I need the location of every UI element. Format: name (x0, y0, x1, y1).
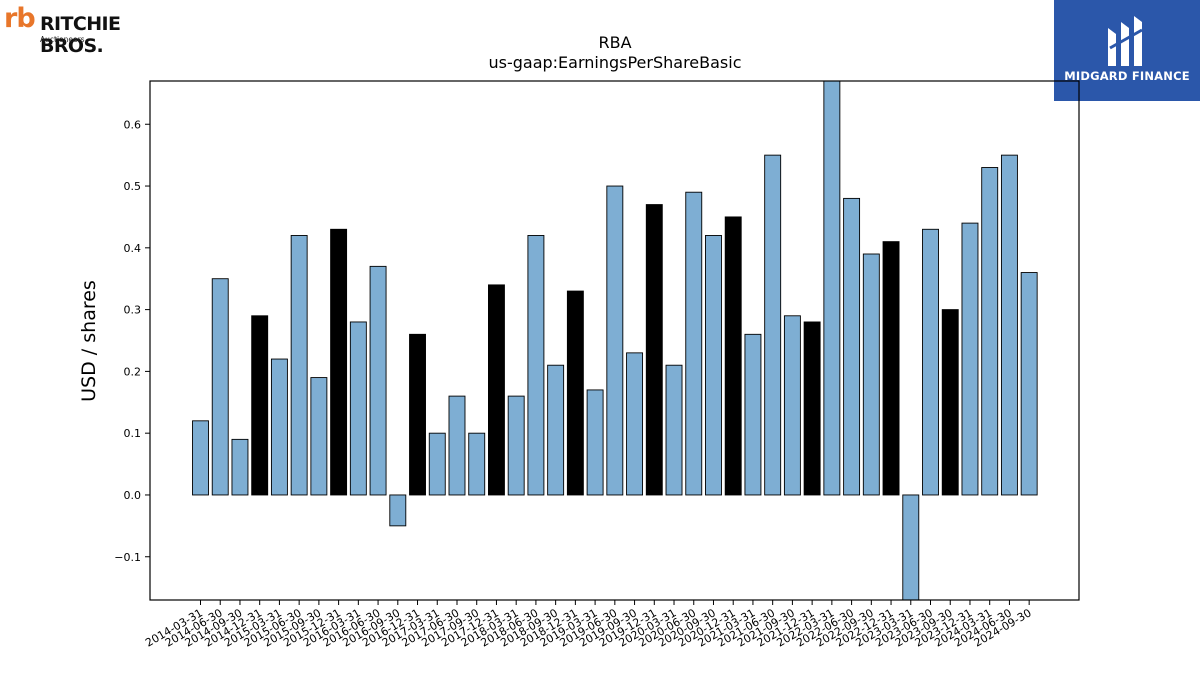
midgard-logo-name: MIDGARD FINANCE (1064, 69, 1190, 83)
bar (566, 290, 584, 496)
bar (823, 81, 841, 496)
bar (369, 265, 387, 496)
bar (922, 228, 939, 496)
midgard-logo-mark-icon (1108, 16, 1143, 66)
bar (192, 420, 209, 496)
ritchie-bros-logo-sub: Auctioneers (40, 35, 85, 44)
chart-title: RBA (598, 33, 631, 52)
bar (724, 216, 742, 496)
y-tick-label: 0.1 (124, 427, 142, 440)
bar (882, 241, 900, 496)
bar (290, 235, 308, 496)
bar (251, 315, 269, 496)
bar (744, 333, 762, 496)
bar (685, 191, 703, 496)
plot-frame (149, 80, 1080, 601)
y-tick-label: 0.4 (124, 242, 142, 255)
bar (468, 432, 486, 496)
bar (409, 333, 426, 496)
bar (586, 389, 604, 496)
bar (349, 321, 367, 496)
y-tick-label: −0.1 (114, 551, 141, 564)
bar (231, 438, 249, 496)
bar (389, 494, 407, 527)
bar (488, 284, 505, 496)
bar (862, 253, 880, 496)
bar (428, 432, 446, 496)
y-tick-label: 0.5 (124, 180, 142, 193)
y-tick-label: 0.6 (124, 118, 142, 131)
bar (902, 494, 920, 600)
bar (764, 154, 782, 496)
bar (626, 352, 644, 496)
bar (705, 235, 722, 496)
ritchie-bros-logo-name: RITCHIE BROS. (40, 13, 121, 57)
y-tick-label: 0.3 (124, 304, 142, 317)
bar (941, 309, 959, 496)
chart-subtitle: us-gaap:EarningsPerShareBasic (488, 53, 741, 72)
bar (547, 364, 565, 496)
ritchie-bros-logo-mark: rb (4, 3, 36, 34)
y-tick-label: 0.0 (124, 489, 142, 502)
y-tick-label: 0.2 (124, 365, 142, 378)
bar (783, 315, 801, 496)
bar (606, 185, 624, 496)
bar (310, 377, 328, 496)
ritchie-bros-logo: rb RITCHIE BROS. Auctioneers (4, 3, 174, 58)
bar (330, 228, 348, 496)
bar (961, 222, 979, 496)
midgard-finance-logo: MIDGARD FINANCE (1054, 0, 1200, 101)
x-ticks-group: 2014-03-312014-06-302014-09-302014-12-31… (143, 600, 1034, 650)
y-ticks-group: −0.1 0.0 0.1 0.2 0.3 0.4 0.5 0.6 (114, 118, 150, 564)
y-axis-label: USD / shares (78, 280, 100, 402)
bar (211, 278, 229, 496)
bar (507, 395, 525, 496)
bar (448, 395, 466, 496)
bar (665, 364, 683, 496)
bar (645, 204, 663, 496)
bar (527, 235, 545, 496)
bar (981, 167, 999, 496)
bar (803, 321, 821, 496)
bar (270, 358, 288, 496)
bar (1020, 272, 1038, 496)
bars-group (192, 81, 1038, 600)
bar (1000, 154, 1018, 496)
bar (843, 197, 861, 496)
